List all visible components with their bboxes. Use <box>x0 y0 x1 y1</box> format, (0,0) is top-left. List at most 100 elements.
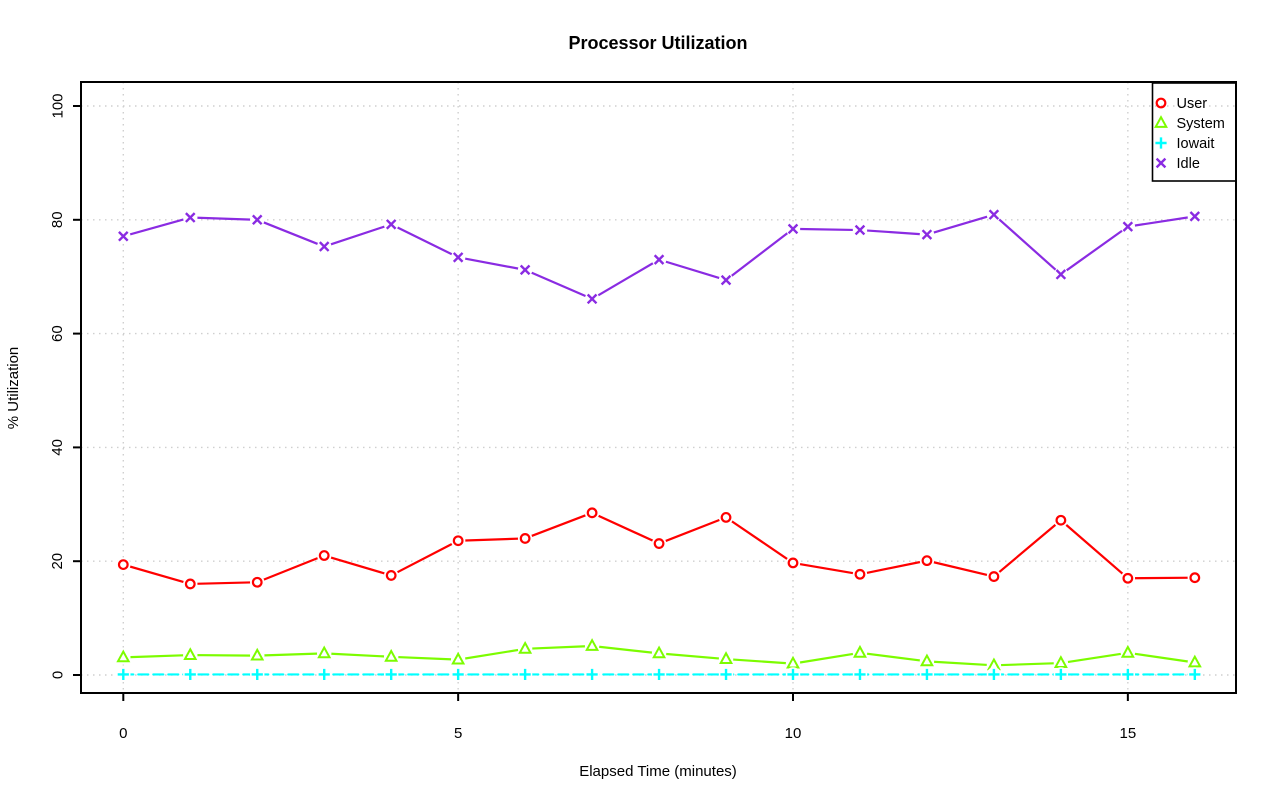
chart-title: Processor Utilization <box>568 33 747 53</box>
legend-iowait-plus-marker-icon <box>1155 137 1167 149</box>
system-triangle-marker-icon <box>384 648 399 662</box>
idle-x-marker-icon <box>1122 221 1134 232</box>
series-iowait <box>116 667 1203 682</box>
iowait-plus-marker-icon <box>988 668 1000 681</box>
iowait-plus-marker-icon <box>1055 668 1067 681</box>
system-triangle-marker-icon <box>1120 644 1135 658</box>
iowait-plus-marker-icon <box>1189 668 1201 681</box>
legend-label-system: System <box>1177 116 1225 132</box>
user-circle-marker-icon <box>519 533 531 544</box>
legend-idle-x-marker-icon <box>1155 157 1167 169</box>
idle-x-marker-icon <box>586 293 598 305</box>
legend-user-circle-marker-icon <box>1155 97 1167 109</box>
system-triangle-marker-icon <box>719 651 734 664</box>
system-triangle-marker-icon <box>183 647 198 660</box>
legend-label-idle: Idle <box>1177 156 1200 172</box>
legend-label-user: User <box>1177 96 1208 112</box>
iowait-plus-marker-icon <box>519 668 531 681</box>
user-circle-marker-icon <box>720 511 732 523</box>
idle-x-marker-icon <box>385 219 397 230</box>
system-triangle-marker-icon <box>317 645 332 659</box>
user-circle-marker-icon <box>385 570 397 581</box>
iowait-plus-marker-icon <box>318 668 330 681</box>
user-circle-marker-icon <box>184 578 196 590</box>
idle-x-marker-icon <box>452 252 464 263</box>
iowait-plus-marker-icon <box>452 668 464 681</box>
user-circle-marker-icon <box>921 555 933 567</box>
legend-item-system: System <box>1154 115 1225 132</box>
user-circle-marker-icon <box>251 576 263 588</box>
series-system <box>116 638 1203 673</box>
idle-x-marker-icon <box>318 241 330 252</box>
y-tick-label: 20 <box>49 553 66 570</box>
user-circle-marker-icon <box>1122 572 1134 584</box>
grid-lines <box>81 82 1236 693</box>
iowait-plus-marker-icon <box>921 668 933 681</box>
user-circle-marker-icon <box>854 568 866 580</box>
user-circle-marker-icon <box>1189 572 1201 584</box>
idle-x-marker-icon <box>118 231 129 242</box>
plot-border <box>80 81 1237 694</box>
user-circle-marker-icon <box>1055 514 1067 526</box>
system-triangle-marker-icon <box>919 653 934 667</box>
user-circle-marker-icon <box>318 550 330 561</box>
user-circle-marker-icon <box>452 535 464 547</box>
idle-x-marker-icon <box>519 264 531 276</box>
idle-x-marker-icon <box>921 229 933 240</box>
iowait-plus-marker-icon <box>117 668 129 681</box>
data-series <box>116 207 1203 682</box>
idle-x-marker-icon <box>251 214 263 226</box>
x-tick-label: 10 <box>785 725 802 742</box>
series-idle <box>116 207 1203 307</box>
system-triangle-marker-icon <box>116 649 131 663</box>
legend-item-user: User <box>1155 96 1208 112</box>
iowait-plus-marker-icon <box>653 668 665 681</box>
user-circle-marker-icon <box>586 507 598 519</box>
iowait-plus-marker-icon <box>251 668 263 681</box>
y-tick-label: 100 <box>49 93 66 118</box>
idle-x-marker-icon <box>988 209 1000 220</box>
user-circle-marker-icon <box>988 571 1000 582</box>
idle-x-marker-icon <box>854 224 866 236</box>
user-circle-marker-icon <box>653 538 665 549</box>
system-triangle-marker-icon <box>250 647 265 661</box>
legend-label-iowait: Iowait <box>1177 136 1215 152</box>
legend-item-iowait: Iowait <box>1155 136 1214 152</box>
system-triangle-marker-icon <box>652 645 667 659</box>
legend-item-idle: Idle <box>1155 156 1200 172</box>
y-tick-label: 40 <box>49 439 66 456</box>
iowait-plus-marker-icon <box>586 668 598 681</box>
x-axis-label: Elapsed Time (minutes) <box>579 763 737 780</box>
axis-ticks <box>73 105 1129 701</box>
system-triangle-marker-icon <box>518 640 533 654</box>
iowait-plus-marker-icon <box>1122 668 1134 681</box>
user-circle-marker-icon <box>787 557 799 569</box>
series-user <box>116 505 1203 592</box>
system-triangle-marker-icon <box>852 644 867 658</box>
idle-x-marker-icon <box>1055 269 1067 280</box>
y-axis-label: % Utilization <box>5 347 22 430</box>
idle-x-marker-icon <box>185 212 196 223</box>
idle-x-marker-icon <box>720 274 732 286</box>
x-tick-label: 0 <box>119 725 127 742</box>
iowait-plus-marker-icon <box>385 668 397 681</box>
iowait-plus-marker-icon <box>854 668 866 681</box>
system-triangle-marker-icon <box>451 651 466 665</box>
idle-x-marker-icon <box>653 254 665 265</box>
idle-x-marker-icon <box>787 223 799 235</box>
y-tick-label: 0 <box>49 671 66 679</box>
user-circle-marker-icon <box>117 559 129 571</box>
legend: User System Iowait Idle <box>1151 82 1237 182</box>
iowait-plus-marker-icon <box>720 668 732 681</box>
plot-box <box>80 81 1237 694</box>
legend-system-triangle-marker-icon <box>1154 115 1168 128</box>
iowait-plus-marker-icon <box>787 668 799 681</box>
idle-x-marker-icon <box>1189 211 1201 222</box>
axis-tick-labels: 0 5 10 15 0 20 40 60 80 100 <box>49 93 1136 742</box>
y-tick-label: 60 <box>49 325 66 342</box>
y-tick-label: 80 <box>49 211 66 228</box>
x-tick-label: 5 <box>454 725 462 742</box>
legend-box <box>1151 82 1237 182</box>
